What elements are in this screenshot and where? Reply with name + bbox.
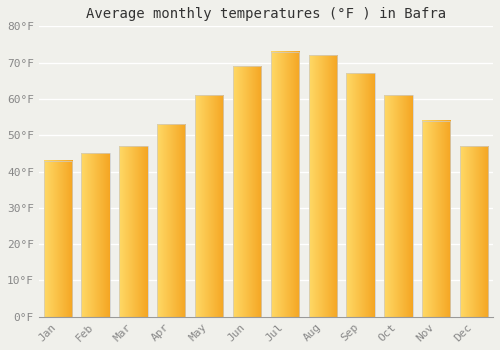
Title: Average monthly temperatures (°F ) in Bafra: Average monthly temperatures (°F ) in Ba… [86, 7, 446, 21]
Bar [44, 161, 72, 317]
Bar [460, 146, 488, 317]
Bar [82, 153, 110, 317]
Bar [195, 95, 224, 317]
Bar [422, 121, 450, 317]
Bar [233, 66, 261, 317]
Bar [308, 55, 337, 317]
Bar [346, 74, 375, 317]
Bar [119, 146, 148, 317]
Bar [270, 52, 299, 317]
Bar [384, 95, 412, 317]
Bar [157, 124, 186, 317]
